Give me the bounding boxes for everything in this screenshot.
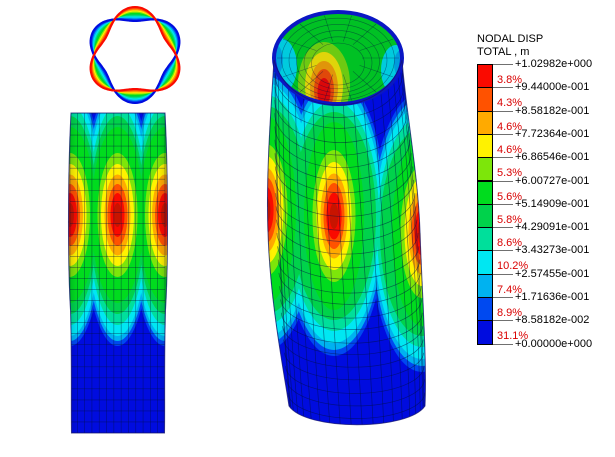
edge-shading bbox=[267, 60, 426, 425]
legend-color-box bbox=[477, 180, 493, 205]
mesh-line bbox=[343, 74, 352, 101]
rim-edge bbox=[272, 10, 404, 106]
cylinder-isometric-view bbox=[266, 10, 426, 426]
edge-shading bbox=[68, 113, 168, 433]
mesh-line bbox=[299, 23, 324, 45]
mesh-line bbox=[324, 15, 333, 42]
legend: NODAL DISP TOTAL , m 3.8% 4.3% 4.6% 4.6% 5.3… bbox=[477, 33, 613, 350]
interior-shading bbox=[274, 12, 402, 104]
legend-band-percent: 31.1% bbox=[497, 330, 529, 343]
legend-tick-value: +2.57455e-001 bbox=[515, 267, 590, 280]
legend-tick-line bbox=[493, 227, 513, 229]
legend-tick-value: +7.72364e-001 bbox=[515, 127, 590, 140]
legend-tick-line bbox=[493, 157, 513, 159]
legend-band-percent: 8.9% bbox=[497, 307, 523, 319]
mesh-ring bbox=[281, 17, 395, 101]
mesh-line bbox=[352, 23, 377, 45]
mesh-ring bbox=[296, 30, 380, 93]
legend-tick-line bbox=[493, 133, 513, 135]
front-surface bbox=[68, 113, 168, 433]
mode-shape-top-view bbox=[89, 5, 181, 104]
legend-color-box bbox=[477, 273, 493, 298]
legend-band-percent: 4.6% bbox=[497, 143, 523, 156]
mesh-line bbox=[324, 74, 333, 101]
mesh-line bbox=[343, 15, 352, 42]
legend-color-scale: 3.8% 4.3% 4.6% 4.6% 5.3% 5.6% 5.8% 8.6% 10.2% 7.4… bbox=[477, 58, 613, 356]
mesh-line bbox=[359, 38, 394, 51]
mesh-line bbox=[352, 71, 377, 93]
legend-band-percent: 4.6% bbox=[497, 120, 523, 133]
legend-tick-value: +9.44000e-001 bbox=[515, 81, 590, 94]
legend-tick-value: +1.02982e+000 bbox=[515, 58, 593, 70]
legend-tick-value: +8.58182e-002 bbox=[515, 314, 590, 327]
legend-color-box bbox=[477, 64, 493, 89]
interior-mesh bbox=[277, 15, 399, 101]
legend-tick-value: +6.86546e-001 bbox=[515, 151, 590, 164]
legend-title-line2: TOTAL , m bbox=[477, 46, 530, 58]
legend-tick-line bbox=[493, 250, 513, 252]
legend-tick-line bbox=[493, 203, 513, 205]
mesh-line bbox=[282, 65, 317, 78]
mesh-line bbox=[299, 71, 324, 93]
mesh-ring bbox=[311, 42, 365, 86]
legend-tick-line bbox=[493, 297, 513, 298]
legend-band-percent: 4.3% bbox=[497, 97, 523, 110]
legend-band-percent: 8.6% bbox=[497, 237, 523, 250]
legend-band-percent: 7.4% bbox=[497, 283, 523, 296]
legend-color-box bbox=[477, 320, 493, 345]
mesh-line bbox=[359, 65, 394, 78]
ring-contour-curve bbox=[89, 5, 181, 92]
legend-band-percent: 5.6% bbox=[497, 190, 523, 203]
legend-tick-line bbox=[493, 110, 513, 112]
cylinder-outer-surface bbox=[267, 60, 426, 425]
legend-title-line1: NODAL DISP bbox=[477, 33, 544, 45]
legend-band-percent: 3.8% bbox=[497, 74, 523, 86]
legend-tick-value: +3.43273e-001 bbox=[515, 244, 590, 257]
legend-tick-value: +1.71636e-001 bbox=[515, 291, 590, 303]
cylinder-interior bbox=[274, 12, 402, 104]
legend-color-box bbox=[477, 250, 493, 275]
mesh-ring bbox=[288, 24, 388, 97]
legend-band-percent: 10.2% bbox=[497, 260, 529, 273]
silhouette-outline bbox=[67, 112, 169, 434]
legend-color-box bbox=[477, 227, 493, 252]
contour-band bbox=[274, 43, 283, 77]
legend-color-box bbox=[477, 157, 493, 182]
legend-tick-value: +5.14909e-001 bbox=[515, 197, 590, 210]
legend-color-box bbox=[477, 110, 493, 135]
legend-color-box bbox=[477, 133, 493, 159]
mesh-ring bbox=[303, 36, 373, 90]
legend-tick-value: +6.00727e-001 bbox=[515, 174, 590, 187]
legend-color-box bbox=[477, 203, 493, 229]
legend-tick-line bbox=[493, 87, 513, 89]
legend-tick-line bbox=[493, 343, 513, 345]
legend-band-percent: 5.8% bbox=[497, 213, 523, 226]
legend-tick-line bbox=[493, 273, 513, 275]
legend-tick-value: +8.58182e-001 bbox=[515, 104, 590, 117]
legend-tick-line bbox=[493, 320, 513, 322]
legend-color-box bbox=[477, 87, 493, 112]
contour-band bbox=[317, 78, 331, 104]
silhouette-outline bbox=[266, 59, 426, 426]
legend-tick-value: +4.29091e-001 bbox=[515, 221, 590, 234]
legend-color-box bbox=[477, 297, 493, 322]
legend-tick-line bbox=[493, 180, 513, 182]
cylinder-front-view bbox=[67, 112, 169, 434]
legend-band-percent: 5.3% bbox=[497, 167, 523, 180]
mesh-line bbox=[282, 38, 317, 51]
legend-tick-value: +0.00000e+000 bbox=[515, 337, 593, 350]
legend-tick-line bbox=[493, 64, 513, 65]
